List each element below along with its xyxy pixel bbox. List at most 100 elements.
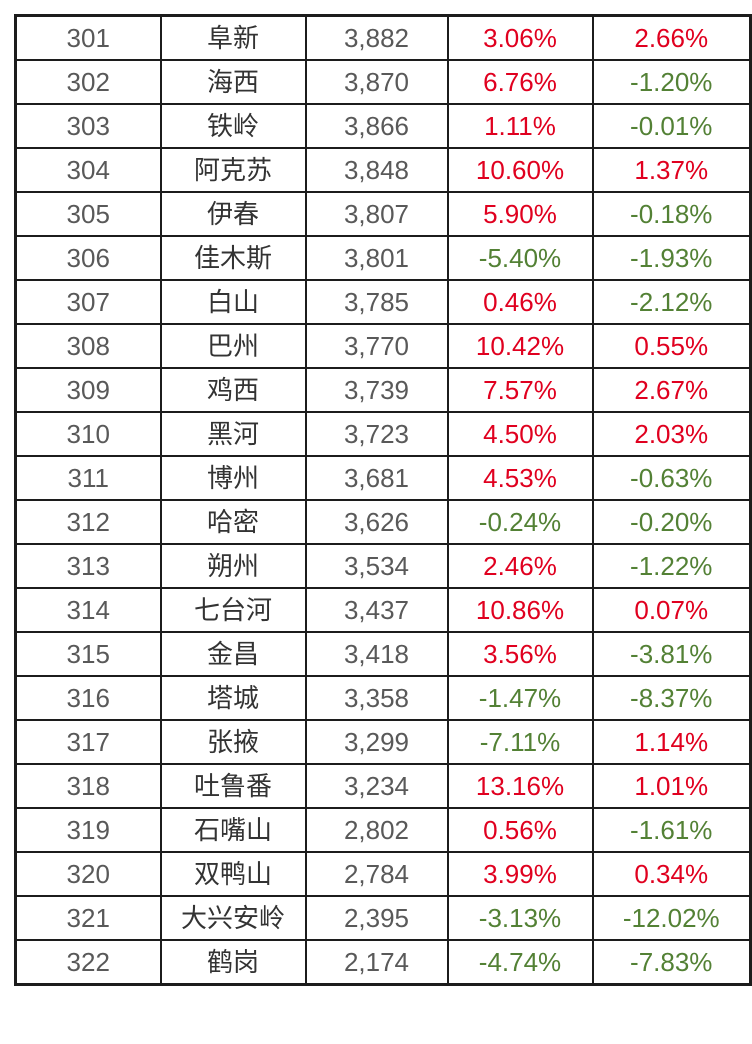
city-name-cell: 伊春 [159,191,307,237]
pct-change-1-cell: -0.24% [446,499,594,545]
rank-cell: 307 [14,279,162,325]
value-cell: 3,358 [304,675,449,721]
rank-cell: 311 [14,455,162,501]
city-name-cell: 鹤岗 [159,939,307,986]
table-row: 307 白山 3,785 0.46% -2.12% [14,279,752,325]
table-row: 306 佳木斯 3,801 -5.40% -1.93% [14,235,752,281]
city-name-cell: 大兴安岭 [159,895,307,941]
city-name-cell: 阿克苏 [159,147,307,193]
pct-change-2-cell: -0.18% [591,191,752,237]
pct-change-1-cell: 10.42% [446,323,594,369]
pct-change-1-cell: 6.76% [446,59,594,105]
pct-change-1-cell: -4.74% [446,939,594,986]
pct-change-1-cell: 10.86% [446,587,594,633]
value-cell: 3,534 [304,543,449,589]
pct-change-2-cell: -0.20% [591,499,752,545]
value-cell: 3,801 [304,235,449,281]
rank-cell: 310 [14,411,162,457]
rank-cell: 308 [14,323,162,369]
table-row: 301 阜新 3,882 3.06% 2.66% [14,14,752,61]
table-row: 312 哈密 3,626 -0.24% -0.20% [14,499,752,545]
pct-change-2-cell: 1.37% [591,147,752,193]
city-name-cell: 朔州 [159,543,307,589]
value-cell: 3,739 [304,367,449,413]
rank-cell: 305 [14,191,162,237]
table-row: 310 黑河 3,723 4.50% 2.03% [14,411,752,457]
pct-change-2-cell: -8.37% [591,675,752,721]
pct-change-1-cell: 3.99% [446,851,594,897]
pct-change-1-cell: -5.40% [446,235,594,281]
rank-cell: 309 [14,367,162,413]
pct-change-2-cell: -2.12% [591,279,752,325]
rank-cell: 322 [14,939,162,986]
table-row: 302 海西 3,870 6.76% -1.20% [14,59,752,105]
rank-cell: 318 [14,763,162,809]
pct-change-2-cell: -3.81% [591,631,752,677]
pct-change-1-cell: 0.56% [446,807,594,853]
table-row: 320 双鸭山 2,784 3.99% 0.34% [14,851,752,897]
table-row: 311 博州 3,681 4.53% -0.63% [14,455,752,501]
pct-change-1-cell: -1.47% [446,675,594,721]
city-name-cell: 佳木斯 [159,235,307,281]
rank-cell: 316 [14,675,162,721]
city-name-cell: 双鸭山 [159,851,307,897]
table-row: 322 鹤岗 2,174 -4.74% -7.83% [14,939,752,986]
pct-change-2-cell: 2.66% [591,14,752,61]
value-cell: 3,234 [304,763,449,809]
pct-change-1-cell: 4.53% [446,455,594,501]
table-row: 316 塔城 3,358 -1.47% -8.37% [14,675,752,721]
value-cell: 2,802 [304,807,449,853]
pct-change-1-cell: 10.60% [446,147,594,193]
pct-change-2-cell: -0.63% [591,455,752,501]
city-name-cell: 金昌 [159,631,307,677]
city-name-cell: 石嘴山 [159,807,307,853]
city-name-cell: 海西 [159,59,307,105]
value-cell: 3,866 [304,103,449,149]
table-row: 315 金昌 3,418 3.56% -3.81% [14,631,752,677]
value-cell: 3,299 [304,719,449,765]
value-cell: 3,418 [304,631,449,677]
value-cell: 3,882 [304,14,449,61]
value-cell: 3,848 [304,147,449,193]
pct-change-1-cell: 2.46% [446,543,594,589]
city-name-cell: 巴州 [159,323,307,369]
pct-change-2-cell: -0.01% [591,103,752,149]
pct-change-1-cell: 13.16% [446,763,594,809]
pct-change-2-cell: 0.55% [591,323,752,369]
value-cell: 3,723 [304,411,449,457]
table-row: 308 巴州 3,770 10.42% 0.55% [14,323,752,369]
pct-change-2-cell: 2.67% [591,367,752,413]
pct-change-2-cell: -1.20% [591,59,752,105]
pct-change-2-cell: 2.03% [591,411,752,457]
table-row: 314 七台河 3,437 10.86% 0.07% [14,587,752,633]
value-cell: 2,395 [304,895,449,941]
rank-cell: 313 [14,543,162,589]
rank-cell: 321 [14,895,162,941]
rank-cell: 315 [14,631,162,677]
value-cell: 2,174 [304,939,449,986]
pct-change-1-cell: 3.56% [446,631,594,677]
city-name-cell: 白山 [159,279,307,325]
table-body: 301 阜新 3,882 3.06% 2.66% 302 海西 3,870 6.… [14,14,752,986]
city-name-cell: 铁岭 [159,103,307,149]
pct-change-1-cell: 1.11% [446,103,594,149]
city-ranking-table: 301 阜新 3,882 3.06% 2.66% 302 海西 3,870 6.… [14,14,752,986]
value-cell: 3,770 [304,323,449,369]
table-row: 305 伊春 3,807 5.90% -0.18% [14,191,752,237]
value-cell: 3,785 [304,279,449,325]
value-cell: 3,807 [304,191,449,237]
pct-change-1-cell: 5.90% [446,191,594,237]
table-row: 313 朔州 3,534 2.46% -1.22% [14,543,752,589]
value-cell: 2,784 [304,851,449,897]
pct-change-2-cell: 0.07% [591,587,752,633]
table-row: 319 石嘴山 2,802 0.56% -1.61% [14,807,752,853]
pct-change-2-cell: -1.93% [591,235,752,281]
rank-cell: 312 [14,499,162,545]
city-name-cell: 塔城 [159,675,307,721]
pct-change-1-cell: 4.50% [446,411,594,457]
rank-cell: 320 [14,851,162,897]
city-name-cell: 鸡西 [159,367,307,413]
pct-change-1-cell: 0.46% [446,279,594,325]
rank-cell: 317 [14,719,162,765]
